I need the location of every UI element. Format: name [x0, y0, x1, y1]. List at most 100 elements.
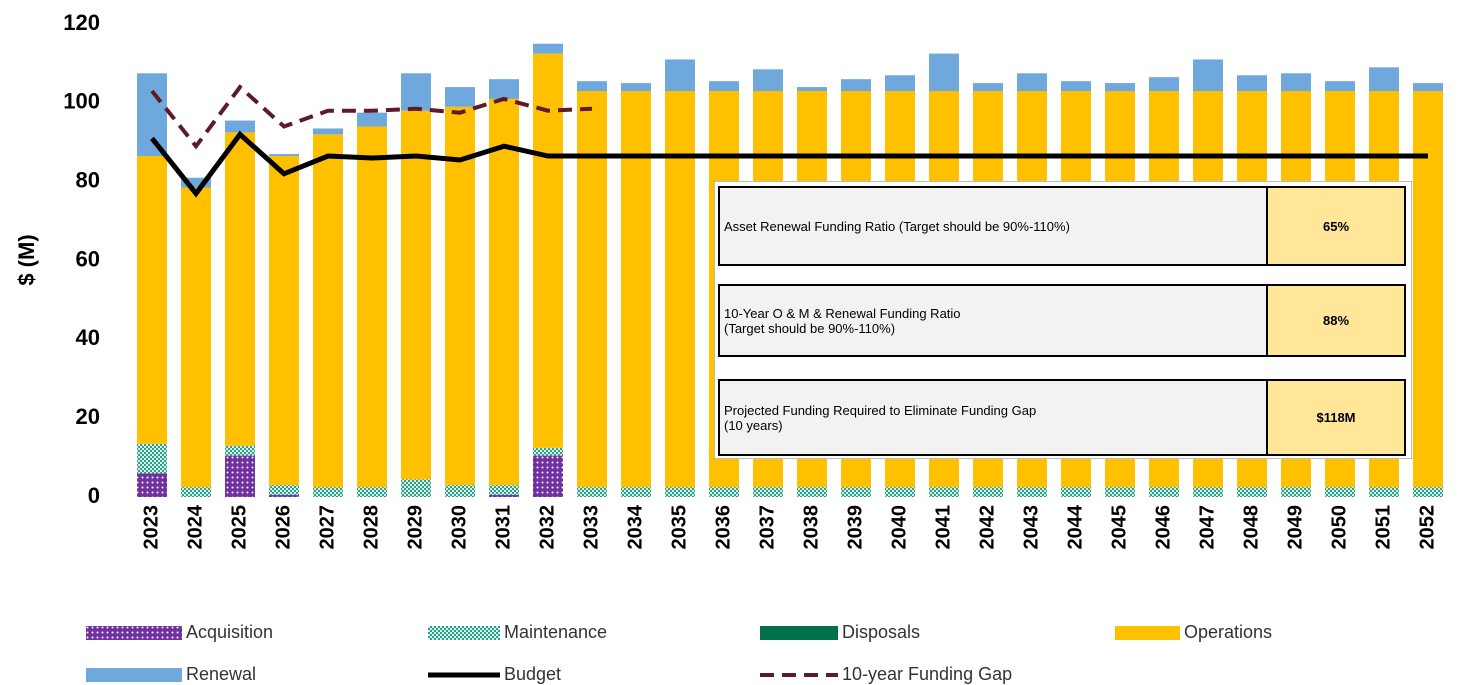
bar-segment [357, 112, 387, 127]
bar-segment [1017, 73, 1047, 92]
bar-segment [181, 187, 211, 488]
bar-segment [1413, 83, 1443, 92]
legend-swatch [428, 626, 500, 640]
bar-segment [1281, 487, 1311, 497]
bar-segment [929, 487, 959, 497]
bar-segment [313, 487, 343, 497]
bar-segment [1369, 67, 1399, 92]
legend-swatch [86, 668, 182, 682]
bar-segment [973, 83, 1003, 92]
table-row: 10-Year O & M & Renewal Funding Ratio (T… [718, 284, 1406, 357]
x-tick-label: 2046 [1152, 505, 1174, 550]
legend-label: Disposals [842, 622, 920, 642]
bar-segment [1193, 487, 1223, 497]
bar-segment [401, 110, 431, 480]
x-tick-label: 2052 [1416, 505, 1438, 550]
bar-segment [225, 120, 255, 133]
bar-segment [1325, 81, 1355, 92]
x-tick-label: 2028 [360, 505, 382, 550]
bar-segment [137, 443, 167, 474]
x-tick-label: 2048 [1240, 505, 1262, 550]
bar-segment [1237, 75, 1267, 92]
bar-segment [753, 487, 783, 497]
bar-segment [533, 43, 563, 54]
bar-segment [225, 445, 255, 456]
x-tick-label: 2047 [1196, 505, 1218, 550]
legend-label: Maintenance [504, 622, 607, 642]
table-row: Asset Renewal Funding Ratio (Target shou… [718, 186, 1406, 266]
x-tick-label: 2049 [1284, 505, 1306, 550]
y-tick-label: 100 [63, 89, 100, 114]
legend-label: Operations [1184, 622, 1272, 642]
bar-segment [753, 69, 783, 92]
line-series [150, 84, 593, 150]
bar-segment [489, 485, 519, 496]
y-tick-label: 40 [76, 325, 100, 350]
bar-segment [841, 487, 871, 497]
x-tick-label: 2045 [1108, 505, 1130, 550]
bar-segment [357, 487, 387, 497]
bar-segment [1281, 73, 1311, 92]
legend-label: Acquisition [186, 622, 273, 642]
bar-segment [181, 487, 211, 497]
y-tick-label: 20 [76, 404, 100, 429]
x-tick-label: 2035 [668, 505, 690, 550]
bar-segment [797, 487, 827, 497]
value-cell: 65% [1268, 188, 1404, 264]
legend-swatch [86, 626, 182, 640]
x-tick-label: 2050 [1328, 505, 1350, 550]
bar-segment [533, 53, 563, 448]
bar-segment [665, 91, 695, 488]
legend-label: 10-year Funding Gap [842, 664, 1012, 684]
label-cell: Asset Renewal Funding Ratio (Target shou… [720, 188, 1268, 264]
x-tick-label: 2023 [140, 505, 162, 550]
x-tick-label: 2036 [712, 505, 734, 550]
y-axis-title: $ (M) [14, 234, 39, 285]
bar-segment [1193, 59, 1223, 92]
table-row: Projected Funding Required to Eliminate … [718, 379, 1406, 456]
line-series [150, 130, 1428, 198]
bar-segment [709, 81, 739, 92]
x-tick-label: 2024 [184, 504, 206, 549]
bar-segment [225, 132, 255, 446]
x-tick-label: 2043 [1020, 505, 1042, 550]
legend-label: Budget [504, 664, 561, 684]
bar-segment [489, 98, 519, 486]
bar-segment [665, 59, 695, 92]
summary-table: Asset Renewal Funding Ratio (Target shou… [714, 181, 1412, 459]
x-tick-label: 2044 [1064, 504, 1086, 549]
bar-segment [885, 487, 915, 497]
bar-segment [401, 479, 431, 497]
bar-segment [1105, 487, 1135, 497]
x-tick-label: 2042 [976, 505, 998, 550]
y-tick-label: 120 [63, 10, 100, 35]
x-tick-label: 2037 [756, 505, 778, 550]
bar-segment [401, 73, 431, 111]
bar-segment [1237, 487, 1267, 497]
bar-segment [269, 154, 299, 157]
x-tick-label: 2051 [1372, 505, 1394, 550]
x-tick-label: 2026 [272, 505, 294, 550]
bar-segment [973, 487, 1003, 497]
bar-segment [1149, 487, 1179, 497]
y-tick-label: 80 [76, 167, 100, 192]
y-tick-label: 0 [88, 483, 100, 508]
bar-segment [1325, 487, 1355, 497]
bar-segment [445, 87, 475, 107]
legend-swatch [1115, 626, 1180, 640]
bar-segment [709, 487, 739, 497]
bar-segment [621, 487, 651, 497]
bar-segment [181, 177, 211, 188]
bar-segment [489, 495, 519, 497]
x-tick-label: 2038 [800, 505, 822, 550]
bar-segment [225, 455, 255, 497]
value-cell: 88% [1268, 286, 1404, 355]
bar-segment [1105, 83, 1135, 92]
bar-segment [797, 87, 827, 92]
bar-segment [269, 495, 299, 497]
bar-segment [1061, 81, 1091, 92]
bar-segment [533, 447, 563, 456]
bar-segment [313, 128, 343, 135]
x-tick-label: 2039 [844, 505, 866, 550]
